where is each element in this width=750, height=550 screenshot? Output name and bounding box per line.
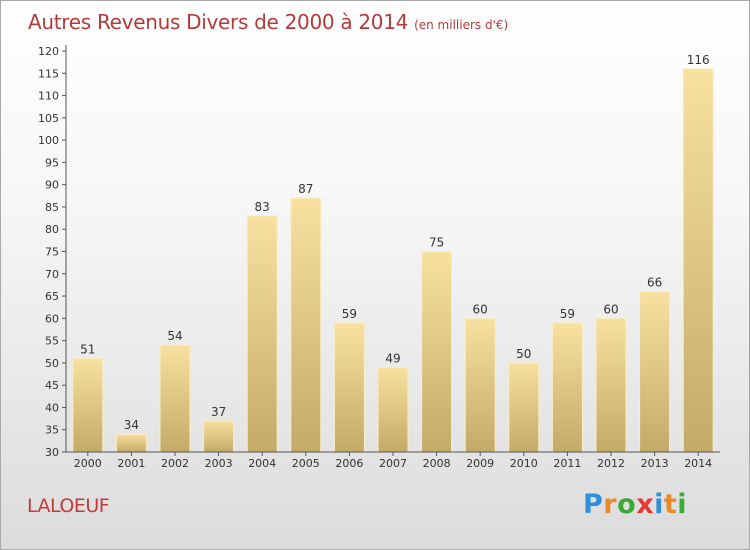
x-tick-label-2009: 2009	[466, 457, 494, 470]
chart-title-text: Autres Revenus Divers de 2000 à 2014	[28, 10, 409, 34]
x-tick-label-2008: 2008	[423, 457, 451, 470]
data-label-2010: 50	[516, 347, 531, 361]
x-tick-label-2013: 2013	[641, 457, 669, 470]
x-tick-label-2007: 2007	[379, 457, 407, 470]
y-tick-label: 105	[38, 112, 59, 125]
data-label-2013: 66	[647, 276, 662, 290]
y-tick-label: 90	[45, 179, 59, 192]
x-tick-label-2011: 2011	[553, 457, 581, 470]
x-tick-label-2014: 2014	[684, 457, 712, 470]
x-tick-label-2005: 2005	[292, 457, 320, 470]
y-tick-label: 55	[45, 335, 59, 348]
y-tick-label: 30	[45, 446, 59, 459]
y-tick-label: 65	[45, 290, 59, 303]
bar-2005	[290, 197, 322, 453]
bar-2010	[508, 362, 540, 453]
proxiti-logo: Proxiti	[583, 489, 687, 520]
y-tick-label: 110	[38, 90, 59, 103]
y-tick-label: 35	[45, 424, 59, 437]
logo-letter: r	[603, 489, 618, 520]
logo-letter: i	[654, 489, 664, 520]
x-axis: 2000 2001 2002 2003 2004 2005 2006 2007 2008 2009…	[66, 451, 720, 470]
y-tick-label: 100	[38, 134, 59, 147]
y-tick-label: 75	[45, 246, 59, 259]
y-tick-label: 95	[45, 156, 59, 169]
bar-2008	[421, 251, 453, 453]
x-tick-label-2000: 2000	[74, 457, 102, 470]
data-label-2002: 54	[167, 329, 182, 343]
logo-letter: i	[677, 489, 688, 520]
bar-2006	[333, 322, 365, 453]
data-label-2011: 59	[560, 307, 575, 321]
x-tick-label-2010: 2010	[510, 457, 538, 470]
logo-letter: o	[617, 489, 637, 520]
y-tick-label: 80	[45, 223, 59, 236]
place-name: LALOEUF	[27, 495, 110, 517]
y-tick-label: 60	[45, 312, 59, 325]
bar-2007	[377, 366, 409, 453]
y-tick-label: 120	[38, 45, 59, 58]
data-label-2007: 49	[385, 351, 400, 365]
y-tick-label: 40	[45, 401, 59, 414]
x-tick-label-2012: 2012	[597, 457, 625, 470]
logo-letter: t	[663, 489, 678, 520]
chart-subtitle: (en milliers d'€)	[414, 18, 509, 32]
bars-group: 51 34 54 37 83 87 59 49 75 60 50 59 60 66 116	[72, 53, 714, 453]
data-label-2006: 59	[342, 307, 357, 321]
data-label-2001: 34	[124, 418, 139, 432]
bar-2013	[639, 291, 671, 453]
x-tick-label-2003: 2003	[205, 457, 233, 470]
data-label-2012: 60	[603, 302, 618, 316]
data-label-2008: 75	[429, 236, 444, 250]
bar-2011	[551, 322, 583, 453]
x-tick-label-2002: 2002	[161, 457, 189, 470]
y-tick-label: 50	[45, 357, 59, 370]
x-tick-label-2004: 2004	[248, 457, 276, 470]
chart-title: Autres Revenus Divers de 2000 à 2014 (en …	[28, 10, 508, 34]
y-tick-label: 70	[45, 268, 59, 281]
data-label-2005: 87	[298, 182, 313, 196]
y-tick-label: 115	[38, 67, 59, 80]
logo-letter: x	[636, 489, 655, 520]
y-tick-label: 85	[45, 201, 59, 214]
bar-2012	[595, 317, 627, 453]
data-label-2003: 37	[211, 405, 226, 419]
x-tick-label-2001: 2001	[117, 457, 145, 470]
bar-2014	[682, 68, 714, 453]
y-axis: 30 35 40 45 50 55 60 65 70 75 80 85 90 95 100 105 110 115…	[38, 45, 67, 459]
bar-2002	[159, 344, 191, 453]
data-label-2000: 51	[80, 342, 95, 356]
x-tick-label-2006: 2006	[335, 457, 363, 470]
bar-2009	[464, 317, 496, 453]
y-tick-label: 45	[45, 379, 59, 392]
data-label-2009: 60	[473, 302, 488, 316]
bar-2000	[72, 357, 104, 453]
bar-2004	[246, 215, 278, 453]
bar-2003	[203, 420, 235, 453]
data-label-2014: 116	[687, 53, 710, 67]
data-label-2004: 83	[255, 200, 270, 214]
bar-2001	[115, 433, 147, 453]
logo-letter: P	[583, 489, 604, 520]
